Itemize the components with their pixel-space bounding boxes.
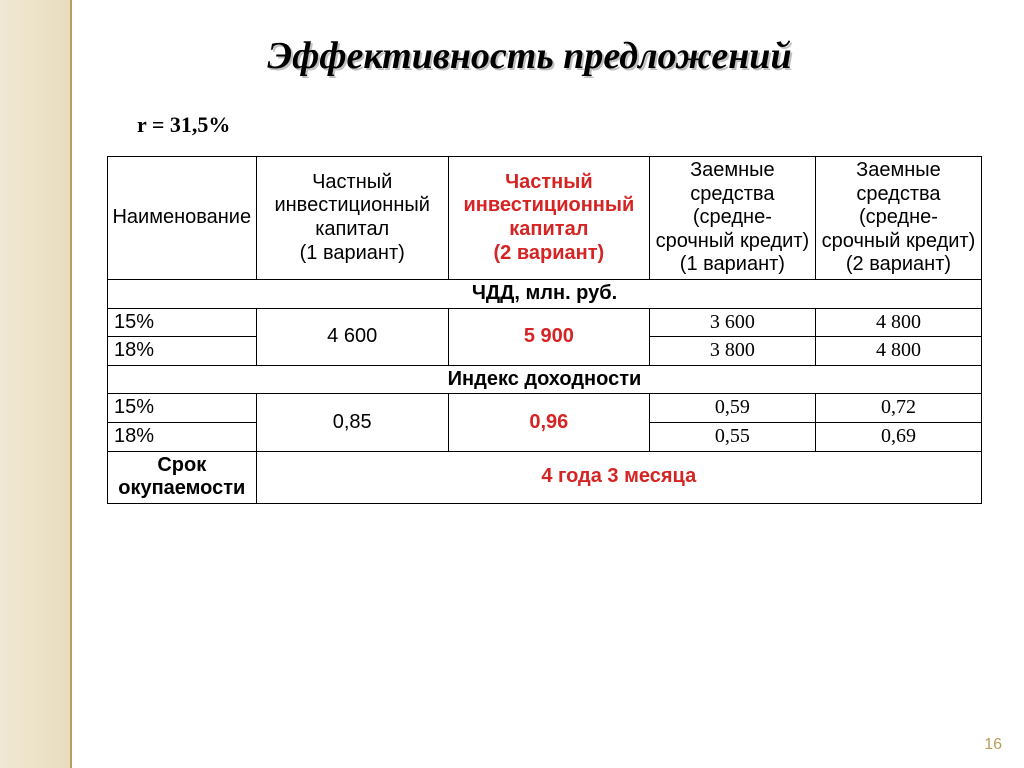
payback-label: Срок окупаемости (108, 451, 257, 503)
cell: 0,55 (649, 422, 815, 451)
row-label: 15% (108, 394, 257, 423)
slide-title: Эффективность предложений (95, 34, 1024, 78)
col-header-option2-highlight: Частный инвестиционный капитал(2 вариант… (448, 157, 649, 280)
cell: 0,69 (815, 422, 981, 451)
decorative-left-strip (0, 0, 70, 768)
table-container: Наименование Частный инвестиционный капи… (107, 156, 982, 504)
col-header-name: Наименование (108, 157, 257, 280)
payback-value: 4 года 3 месяца (256, 451, 981, 503)
cell-npv-opt1: 4 600 (256, 308, 448, 365)
section-npv-header: ЧДД, млн. руб. (108, 279, 982, 308)
cell-npv-opt2-highlight: 5 900 (448, 308, 649, 365)
cell: 3 800 (649, 337, 815, 366)
cell: 0,59 (649, 394, 815, 423)
decorative-left-border (70, 0, 72, 768)
col-header-option1: Частный инвестиционный капитал(1 вариант… (256, 157, 448, 280)
row-label: 18% (108, 422, 257, 451)
row-label: 18% (108, 337, 257, 366)
section-pi-title: Индекс доходности (108, 365, 982, 394)
row-label: 15% (108, 308, 257, 337)
table-row-payback: Срок окупаемости 4 года 3 месяца (108, 451, 982, 503)
col-header-loan1: Заемные средства (средне-срочный кредит)… (649, 157, 815, 280)
efficiency-table: Наименование Частный инвестиционный капи… (107, 156, 982, 504)
table-row: 15% 0,85 0,96 0,59 0,72 (108, 394, 982, 423)
table-header-row: Наименование Частный инвестиционный капи… (108, 157, 982, 280)
cell: 4 800 (815, 337, 981, 366)
cell: 0,72 (815, 394, 981, 423)
section-pi-header: Индекс доходности (108, 365, 982, 394)
slide-number: 16 (984, 736, 1002, 754)
cell: 4 800 (815, 308, 981, 337)
table-row: 15% 4 600 5 900 3 600 4 800 (108, 308, 982, 337)
rate-label: r = 31,5% (137, 112, 1024, 138)
slide-content: Эффективность предложений r = 31,5% Наим… (95, 0, 1024, 768)
col-header-loan2: Заемные средства (средне-срочный кредит)… (815, 157, 981, 280)
section-npv-title: ЧДД, млн. руб. (108, 279, 982, 308)
cell-pi-opt2-highlight: 0,96 (448, 394, 649, 451)
cell-pi-opt1: 0,85 (256, 394, 448, 451)
cell: 3 600 (649, 308, 815, 337)
